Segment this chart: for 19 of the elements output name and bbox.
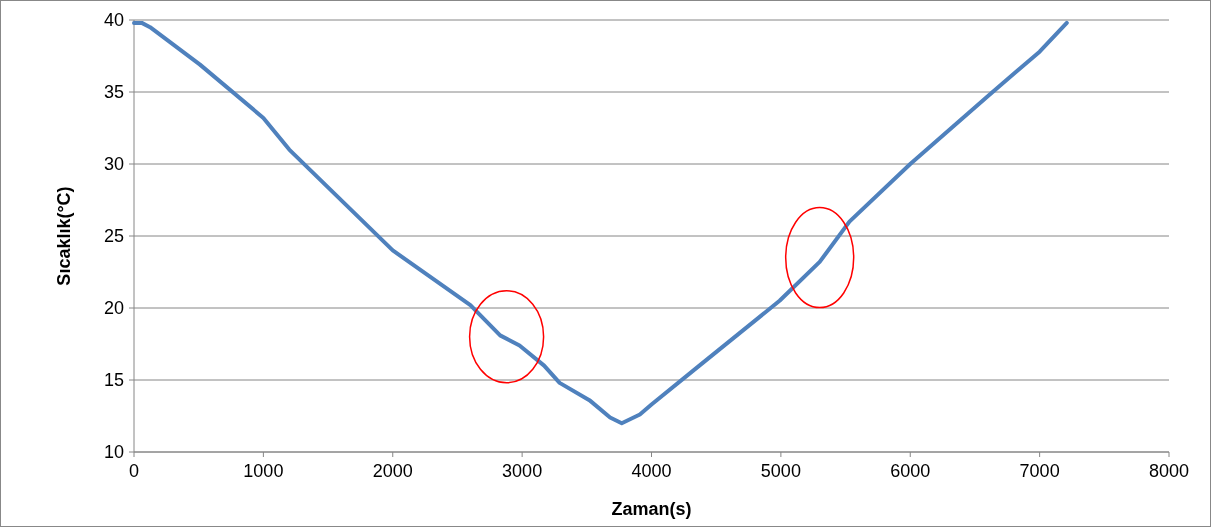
y-tick-label: 40	[103, 10, 124, 31]
x-tick-label: 3000	[502, 461, 543, 481]
y-tick-label: 10	[103, 442, 124, 463]
y-tick-label: 30	[103, 154, 124, 175]
x-tick-label: 4000	[631, 461, 672, 481]
x-tick-label: 8000	[1148, 461, 1190, 481]
x-tick-label: 6000	[890, 461, 931, 481]
x-tick-label: 0	[128, 461, 140, 481]
y-tick-label: 15	[103, 370, 124, 391]
x-axis-title: Zaman(s)	[611, 499, 692, 519]
y-axis-title: Sıcaklık(°C)	[54, 186, 74, 286]
y-tick-label: 25	[103, 226, 124, 247]
x-tick-label: 5000	[760, 461, 801, 481]
x-tick-label: 7000	[1019, 461, 1060, 481]
x-tick-label: 1000	[243, 461, 284, 481]
x-tick-label: 2000	[372, 461, 413, 481]
y-tick-label: 35	[103, 82, 124, 103]
y-tick-label: 20	[103, 298, 124, 319]
line-series	[132, 20, 1069, 426]
